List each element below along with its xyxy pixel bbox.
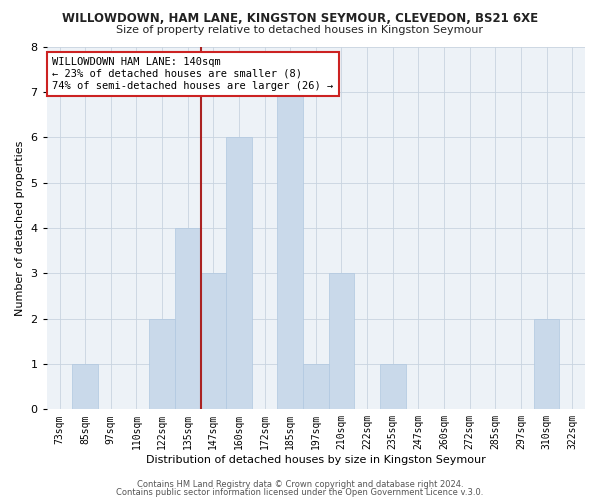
- Text: Contains HM Land Registry data © Crown copyright and database right 2024.: Contains HM Land Registry data © Crown c…: [137, 480, 463, 489]
- Bar: [73, 364, 98, 410]
- Bar: [175, 228, 200, 410]
- Bar: [149, 318, 175, 410]
- Text: Size of property relative to detached houses in Kingston Seymour: Size of property relative to detached ho…: [116, 25, 484, 35]
- Bar: [226, 137, 252, 409]
- Text: Contains public sector information licensed under the Open Government Licence v.: Contains public sector information licen…: [116, 488, 484, 497]
- Bar: [329, 274, 355, 409]
- Text: WILLOWDOWN, HAM LANE, KINGSTON SEYMOUR, CLEVEDON, BS21 6XE: WILLOWDOWN, HAM LANE, KINGSTON SEYMOUR, …: [62, 12, 538, 26]
- Bar: [380, 364, 406, 410]
- Bar: [303, 364, 329, 410]
- Text: WILLOWDOWN HAM LANE: 140sqm
← 23% of detached houses are smaller (8)
74% of semi: WILLOWDOWN HAM LANE: 140sqm ← 23% of det…: [52, 58, 334, 90]
- Y-axis label: Number of detached properties: Number of detached properties: [15, 140, 25, 316]
- Bar: [277, 92, 303, 410]
- Bar: [200, 274, 226, 409]
- X-axis label: Distribution of detached houses by size in Kingston Seymour: Distribution of detached houses by size …: [146, 455, 486, 465]
- Bar: [534, 318, 559, 410]
